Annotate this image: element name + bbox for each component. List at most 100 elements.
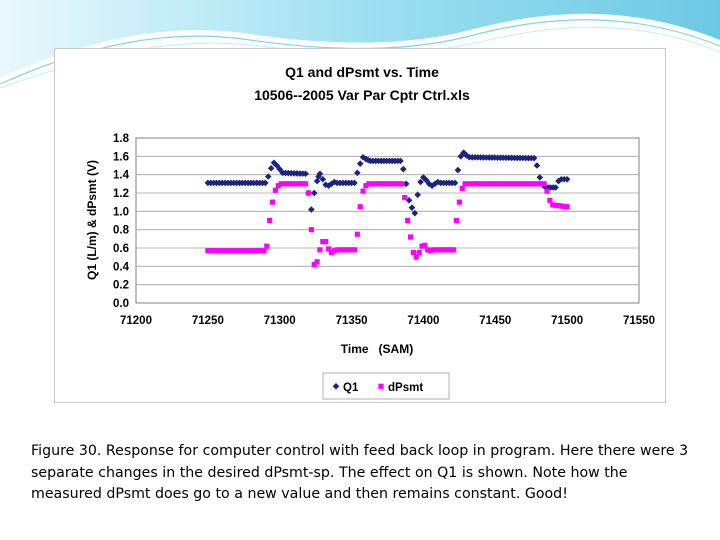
dpsmt-data-point: [456, 199, 462, 205]
dpsmt-data-point: [346, 247, 352, 253]
dpsmt-data-point: [241, 248, 247, 254]
dpsmt-data-point: [516, 181, 522, 187]
dpsmt-data-point: [360, 188, 366, 194]
dpsmt-data-point: [507, 181, 513, 187]
dpsmt-data-point: [281, 181, 287, 187]
q1-data-point: [411, 209, 419, 217]
dpsmt-data-point: [561, 203, 567, 209]
dpsmt-data-point: [459, 185, 465, 192]
header-wave-fill: [0, 0, 720, 78]
q1-data-point: [530, 154, 538, 162]
dpsmt-data-point: [377, 181, 383, 187]
legend-marker-q1: [332, 383, 340, 390]
dpsmt-data-point: [479, 181, 485, 187]
dpsmt-data-point: [300, 181, 306, 187]
dpsmt-data-point: [302, 181, 309, 187]
dpsmt-data-point: [518, 181, 525, 187]
dpsmt-data-point: [442, 247, 448, 253]
dpsmt-data-point: [374, 181, 380, 187]
dpsmt-data-point: [482, 181, 488, 187]
dpsmt-data-point: [451, 247, 457, 253]
dpsmt-data-point: [267, 217, 273, 224]
dpsmt-data-point: [439, 247, 445, 253]
dpsmt-data-point: [558, 203, 564, 209]
legend-square-dpsmt: [378, 383, 384, 389]
q1-data-point: [563, 175, 571, 183]
dpsmt-data-point: [368, 181, 375, 187]
dpsmt-data-point: [366, 181, 372, 187]
q1-data-point: [408, 204, 416, 211]
dpsmt-data-point: [493, 181, 499, 187]
dpsmt-data-point: [396, 181, 402, 187]
q1-data-point: [267, 164, 275, 172]
dpsmt-data-point: [351, 247, 358, 253]
q1-data-point: [417, 178, 424, 186]
dpsmt-data-point: [468, 181, 474, 187]
dpsmt-data-point: [496, 181, 502, 187]
dpsmt-data-point: [470, 181, 477, 187]
dpsmt-data-point: [499, 181, 505, 187]
dpsmt-data-point: [205, 248, 211, 254]
legend-box: [322, 372, 450, 400]
y-tick-label: 1.4: [113, 170, 130, 182]
chart: Q1 and dPsmt vs. Time 10506--2005 Var Pa…: [85, 64, 655, 400]
q1-data-point: [420, 174, 427, 181]
dpsmt-data-point: [278, 181, 284, 187]
dpsmt-data-point: [416, 249, 422, 256]
q1-data-point: [270, 159, 278, 167]
q1-data-point: [322, 181, 330, 189]
dpsmt-data-point: [513, 181, 519, 187]
dpsmt-data-point: [448, 247, 454, 253]
dpsmt-data-point: [222, 248, 228, 254]
dpsmt-data-point: [289, 181, 295, 187]
dpsmt-data-point: [422, 242, 428, 248]
dpsmt-data-point: [413, 254, 419, 260]
q1-data-point: [310, 189, 318, 197]
dpsmt-data-point: [269, 199, 276, 205]
dpsmt-data-point: [405, 217, 411, 224]
legend: Q1 dPsmt: [322, 372, 450, 400]
dpsmt-data-point: [297, 181, 303, 187]
dpsmt-data-point: [550, 202, 556, 208]
dpsmt-data-point: [535, 181, 542, 187]
q1-data-point: [533, 162, 541, 169]
dpsmt-data-point: [385, 181, 391, 187]
dpsmt-data-point: [311, 261, 317, 268]
dpsmt-data-point: [250, 248, 256, 254]
q1-data-point: [451, 179, 459, 187]
figure-caption: Figure 30. Response for computer control…: [31, 443, 689, 502]
dpsmt-data-point: [261, 248, 267, 254]
dpsmt-data-point: [425, 247, 431, 253]
x-tick-label: 71550: [623, 315, 655, 327]
dpsmt-data-point: [323, 238, 329, 245]
dpsmt-data-point: [564, 204, 570, 210]
dpsmt-data-point: [487, 181, 494, 187]
dpsmt-data-point: [210, 248, 217, 254]
dpsmt-data-point: [371, 181, 377, 187]
dpsmt-data-point: [340, 247, 346, 253]
dpsmt-data-point: [410, 249, 416, 256]
dpsmt-data-point: [530, 181, 536, 187]
dpsmt-data-point: [286, 181, 292, 187]
dpsmt-data-point: [407, 234, 414, 240]
plot-area: [135, 137, 640, 304]
dpsmt-data-point: [208, 248, 214, 254]
q1-data-point: [313, 177, 321, 185]
dpsmt-data-point: [428, 248, 434, 254]
dpsmt-data-point: [283, 181, 290, 187]
q1-data-point: [434, 178, 442, 186]
legend-marker-dpsmt: [378, 383, 384, 389]
x-axis-tick-labels: 71200 71250 71300 71350 71400 71450 71500 71550: [120, 315, 655, 327]
dpsmt-data-point: [227, 248, 233, 254]
dpsmt-data-point: [294, 181, 301, 187]
x-tick-label: 71200: [120, 315, 152, 327]
dpsmt-data-point: [433, 247, 439, 253]
dpsmt-data-point: [275, 183, 281, 189]
dpsmt-data-point: [436, 247, 442, 253]
dpsmt-data-point: [388, 181, 394, 187]
dpsmt-data-point: [504, 181, 511, 187]
legend-label-q1: Q1: [343, 382, 359, 394]
dpsmt-data-point: [334, 247, 340, 253]
chart-title-line-1: Q1 and dPsmt vs. Time: [285, 64, 439, 80]
x-tick-label: 71500: [551, 315, 583, 327]
